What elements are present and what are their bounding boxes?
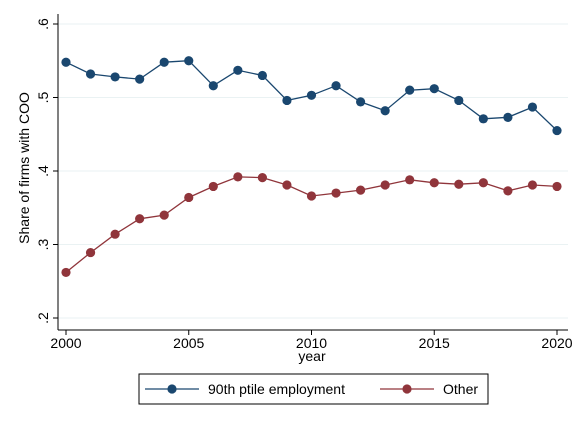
data-point bbox=[405, 85, 415, 95]
data-point bbox=[552, 125, 562, 136]
legend-marker bbox=[402, 384, 412, 394]
series-group bbox=[61, 56, 562, 278]
data-point bbox=[306, 191, 317, 201]
x-tick-label: 2010 bbox=[296, 335, 327, 351]
y-tick-label: .6 bbox=[35, 18, 51, 30]
data-point bbox=[429, 84, 439, 94]
data-point bbox=[85, 247, 96, 258]
data-point bbox=[233, 172, 243, 182]
x-tick-label: 2020 bbox=[541, 335, 572, 351]
x-ticks: 2000 2005 2010 2015 2020 bbox=[50, 330, 573, 351]
axes bbox=[57, 14, 568, 331]
data-point bbox=[110, 229, 120, 239]
data-point bbox=[282, 180, 292, 190]
series-1 bbox=[61, 56, 562, 136]
x-tick-label: 2000 bbox=[50, 335, 81, 351]
data-point bbox=[135, 214, 145, 224]
data-point bbox=[208, 81, 218, 91]
data-point bbox=[184, 56, 194, 66]
data-point bbox=[184, 192, 194, 203]
legend-entry: Other bbox=[380, 381, 478, 397]
data-point bbox=[257, 173, 267, 183]
data-point bbox=[380, 180, 390, 190]
legend-label: 90th ptile employment bbox=[208, 381, 345, 397]
data-point bbox=[233, 65, 243, 75]
y-tick-label: .3 bbox=[35, 238, 51, 250]
data-point bbox=[331, 188, 341, 198]
y-ticks: .2 .3 .4 .5 .6 bbox=[35, 18, 58, 324]
data-point bbox=[331, 81, 341, 91]
y-tick-label: .4 bbox=[35, 165, 51, 177]
data-point bbox=[527, 102, 538, 112]
data-point bbox=[380, 106, 390, 116]
y-tick-label: .2 bbox=[35, 312, 51, 324]
data-point bbox=[110, 72, 120, 82]
data-point bbox=[282, 95, 292, 106]
x-tick-label: 2005 bbox=[173, 335, 204, 351]
data-point bbox=[135, 74, 145, 84]
data-point bbox=[159, 57, 169, 67]
data-point bbox=[61, 57, 71, 67]
data-point bbox=[61, 267, 71, 278]
data-point bbox=[257, 70, 267, 81]
series-2 bbox=[61, 172, 562, 278]
data-point bbox=[356, 185, 366, 195]
legend-label: Other bbox=[443, 381, 478, 397]
y-tick-label: .5 bbox=[35, 91, 51, 103]
data-point bbox=[478, 114, 488, 124]
data-point bbox=[405, 175, 415, 185]
legend-marker bbox=[167, 384, 177, 394]
data-point bbox=[208, 181, 218, 192]
data-point bbox=[454, 179, 464, 189]
legend: 90th ptile employment Other bbox=[138, 373, 489, 405]
data-point bbox=[503, 186, 513, 196]
data-point bbox=[454, 95, 464, 106]
data-point bbox=[356, 97, 366, 107]
data-point bbox=[429, 178, 439, 188]
data-point bbox=[306, 90, 317, 100]
data-point bbox=[159, 210, 169, 220]
data-point bbox=[527, 180, 538, 190]
x-axis-label: year bbox=[298, 348, 326, 364]
x-tick-label: 2015 bbox=[419, 335, 450, 351]
data-point bbox=[503, 112, 513, 122]
data-point bbox=[85, 69, 96, 79]
data-point bbox=[478, 178, 488, 188]
grid-lines bbox=[58, 23, 568, 319]
data-point bbox=[552, 181, 562, 192]
y-axis-label: Share of firms with COO bbox=[16, 92, 32, 244]
legend-entry: 90th ptile employment bbox=[145, 381, 345, 397]
